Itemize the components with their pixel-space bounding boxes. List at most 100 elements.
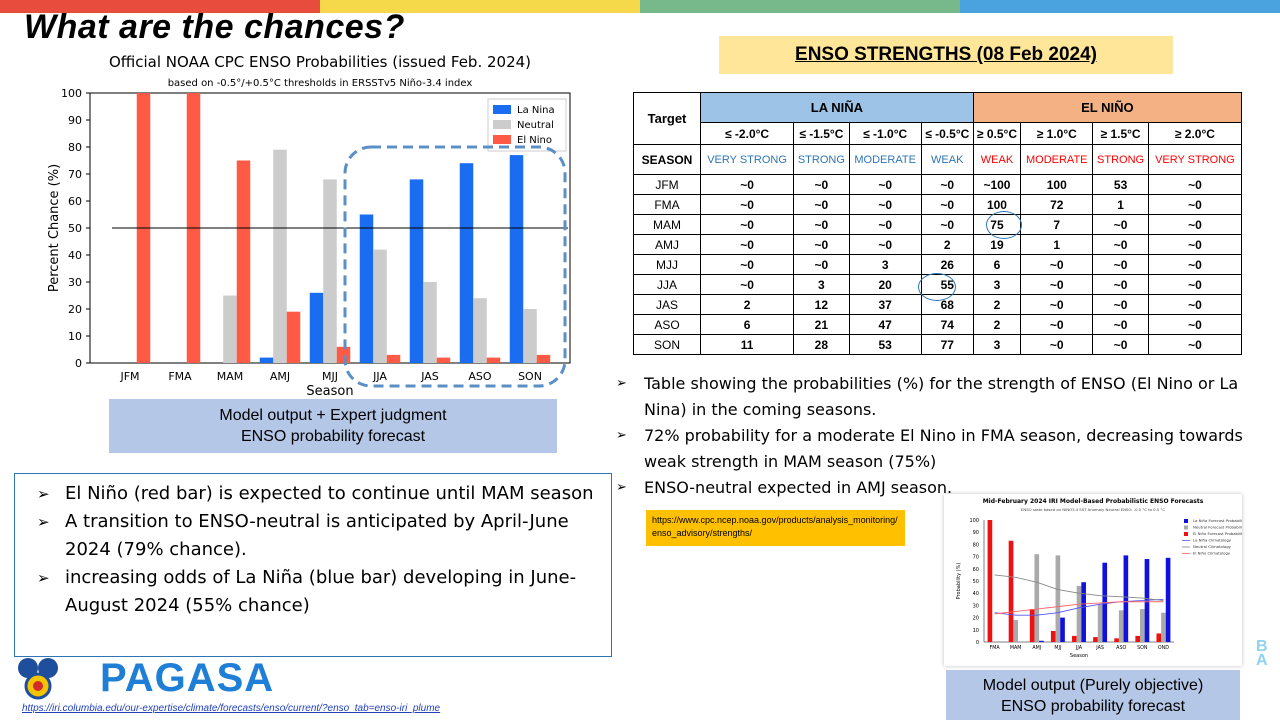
iri-bar	[1135, 635, 1141, 642]
y-tick-label: 80	[68, 141, 82, 154]
probability-cell: 6	[972, 254, 1022, 275]
iri-bar-chart: Mid-February 2024 IRI Model-Based Probab…	[956, 498, 1247, 659]
iri-x-tick-label: MAM	[1010, 645, 1022, 651]
season-cell: SON	[633, 334, 701, 355]
iri-y-tick-label: 60	[973, 567, 979, 573]
probability-cell: ~0	[920, 194, 974, 215]
x-tick-label: ASO	[468, 370, 492, 383]
bar-neutral	[323, 179, 337, 363]
summary-bullet: ➢ increasing odds of La Niña (blue bar) d…	[37, 564, 601, 620]
strengths-title: ENSO STRENGTHS (08 Feb 2024)	[719, 36, 1173, 74]
y-tick-label: 90	[68, 114, 82, 127]
top-bar-blue	[960, 0, 1280, 13]
bar-la-nina	[459, 163, 474, 363]
iri-source-link[interactable]: https://iri.columbia.edu/our-expertise/c…	[22, 703, 441, 714]
probability-cell: ~0	[1092, 334, 1149, 355]
table-note-text: 72% probability for a moderate El Nino i…	[644, 426, 1243, 471]
cpc-caption-line1: Model output + Expert judgment	[219, 407, 447, 424]
season-cell: ASO	[633, 314, 701, 335]
summary-bullet-text: A transition to ENSO-neutral is anticipa…	[65, 511, 569, 560]
x-axis-label: Season	[306, 384, 353, 398]
iri-y-tick-label: 100	[969, 518, 979, 524]
pagasa-logo-text: PAGASA	[100, 656, 275, 700]
probability-cell: ~0	[1020, 294, 1094, 315]
legend-swatch	[493, 105, 511, 114]
iri-y-tick-label: 40	[973, 591, 979, 597]
probability-cell: ~0	[1147, 334, 1243, 355]
legend-swatch	[493, 135, 511, 144]
cpc-source-link[interactable]: https://www.cpc.ncep.noaa.gov/products/a…	[646, 510, 905, 546]
iri-climatology-line	[994, 598, 1164, 616]
iri-bar	[1072, 635, 1077, 642]
probability-cell: ~0	[1092, 274, 1149, 295]
probability-cell: ~100	[972, 174, 1022, 195]
highlight-dashed-box	[343, 145, 567, 388]
pagasa-logo: PAGASA	[14, 656, 314, 700]
y-axis-label: Percent Chance (%)	[47, 164, 62, 292]
probability-cell: ~0	[848, 194, 922, 215]
season-cell: JAS	[633, 294, 701, 315]
probability-cell: 2	[699, 294, 795, 315]
top-bar-green	[640, 0, 960, 13]
probability-cell: 2	[972, 294, 1022, 315]
bar-neutral	[223, 295, 237, 363]
iri-y-tick-label: 70	[973, 555, 979, 561]
iri-chart-title: Mid-February 2024 IRI Model-Based Probab…	[983, 498, 1204, 505]
probability-cell: 2	[972, 314, 1022, 335]
category-cell: VERY STRONG	[699, 144, 795, 175]
arrow-bullet-icon: ➢	[37, 485, 50, 503]
probability-cell: ~0	[1020, 334, 1094, 355]
threshold-cell: ≤ -1.5°C	[793, 122, 850, 145]
iri-bar	[1055, 555, 1061, 642]
iri-bar	[1118, 610, 1124, 642]
iri-x-tick-label: FMA	[989, 645, 1000, 651]
probability-cell: 20	[848, 274, 922, 295]
probability-cell: 28	[793, 334, 850, 355]
partial-logo-letter-a: A	[1256, 652, 1268, 669]
threshold-cell: ≤ -2.0°C	[699, 122, 795, 145]
threshold-cell: ≥ 1.0°C	[1020, 122, 1094, 145]
cpc-source-link-text[interactable]: https://www.cpc.ncep.noaa.gov/products/a…	[652, 515, 898, 538]
probability-cell: 1	[1020, 234, 1094, 255]
summary-bullet: ➢ A transition to ENSO-neutral is anticip…	[37, 508, 601, 564]
probability-cell: ~0	[1092, 314, 1149, 335]
bar-el-nino	[386, 354, 401, 363]
top-color-bar	[0, 0, 1280, 13]
probability-cell: ~0	[699, 254, 795, 275]
cpc-caption-line2: ENSO probability forecast	[240, 428, 426, 445]
x-tick-label: AMJ	[270, 370, 290, 383]
bar-el-nino	[236, 160, 251, 363]
probability-cell: ~0	[1147, 194, 1243, 215]
iri-caption-line1: Model output (Purely objective)	[982, 677, 1204, 694]
probability-cell: ~0	[848, 234, 922, 255]
probability-cell: ~0	[1147, 274, 1243, 295]
probability-cell: 100	[1020, 174, 1094, 195]
y-tick-label: 40	[68, 249, 82, 262]
table-la-nina-header: LA NIÑA	[700, 92, 974, 123]
probability-cell: ~0	[1092, 214, 1149, 235]
partial-logo-letter-b: B	[1256, 638, 1268, 655]
probability-cell: 11	[699, 334, 795, 355]
probability-cell: 37	[848, 294, 922, 315]
y-tick-label: 30	[68, 276, 82, 289]
summary-bullet-text: El Niño (red bar) is expected to continu…	[65, 483, 594, 504]
table-note: ➢ Table showing the probabilities (%) for…	[616, 371, 1266, 423]
category-cell: MODERATE	[848, 144, 922, 175]
bar-neutral	[273, 149, 287, 363]
season-cell: FMA	[633, 194, 701, 215]
cpc-caption: Model output + Expert judgment ENSO prob…	[109, 399, 557, 453]
x-tick-label: MJJ	[322, 370, 338, 383]
iri-legend-label: Neutral Forecast Probability	[1193, 525, 1242, 530]
iri-x-tick-label: ASO	[1116, 645, 1126, 651]
probability-cell: ~0	[793, 174, 850, 195]
legend-swatch	[493, 120, 511, 129]
highlight-circle-mam-weak-elnino	[986, 211, 1022, 239]
probability-cell: ~0	[699, 234, 795, 255]
season-cell: MAM	[633, 214, 701, 235]
bar-el-nino	[486, 357, 501, 363]
probability-cell: 47	[848, 314, 922, 335]
iri-bar	[1034, 554, 1040, 642]
table-row: SON 11 28 53 77 3 ~0 ~0 ~0	[633, 334, 1243, 355]
y-tick-label: 60	[68, 195, 82, 208]
